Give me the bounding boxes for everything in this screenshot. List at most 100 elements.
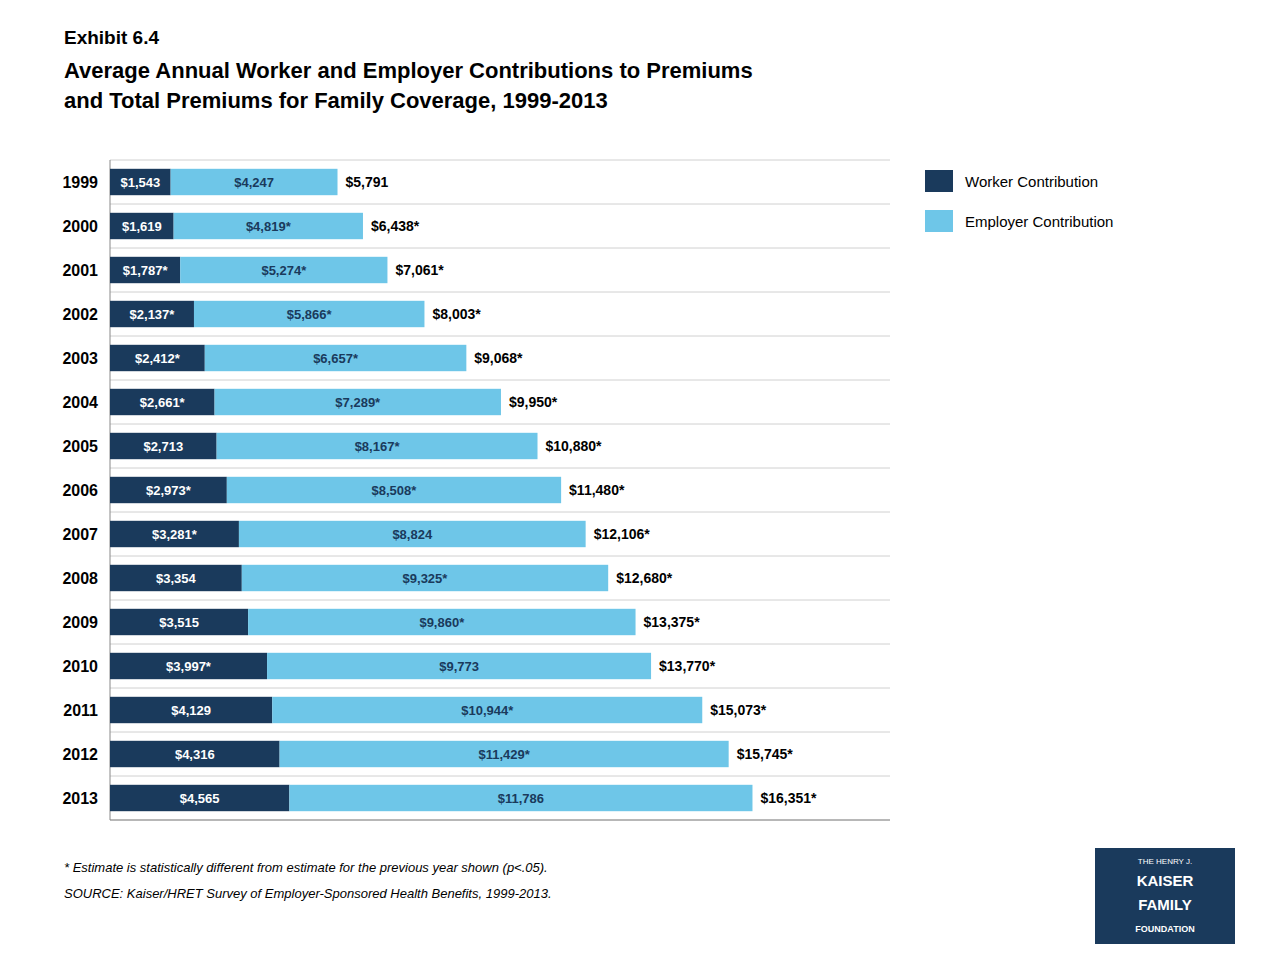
- y-tick-label: 2011: [63, 702, 98, 719]
- titles: Exhibit 6.4 Average Annual Worker and Emp…: [64, 27, 753, 113]
- total-label: $8,003*: [432, 306, 481, 322]
- y-tick-label: 2009: [62, 614, 98, 631]
- logo-text: FAMILY: [1138, 896, 1192, 913]
- total-label: $16,351*: [760, 790, 817, 806]
- bar: [194, 301, 424, 327]
- y-tick-label: 2012: [62, 746, 98, 763]
- row-separator: [110, 820, 890, 821]
- row-separator: [110, 292, 890, 293]
- bar: [215, 389, 501, 415]
- y-tick-label: 2000: [62, 218, 98, 235]
- data-label: $1,619: [122, 219, 162, 234]
- data-label: $2,713: [143, 439, 183, 454]
- bar: [110, 345, 205, 371]
- bar: [227, 477, 561, 503]
- data-label: $5,866*: [287, 307, 333, 322]
- total-label: $12,680*: [616, 570, 673, 586]
- data-label: $3,281*: [152, 527, 198, 542]
- bar: [110, 741, 280, 767]
- data-label: $2,412*: [135, 351, 181, 366]
- bar: [110, 697, 272, 723]
- bar: [272, 697, 702, 723]
- data-label: $4,129: [171, 703, 211, 718]
- legend-swatch: [925, 170, 953, 192]
- total-label: $13,770*: [659, 658, 716, 674]
- y-tick-label: 2004: [62, 394, 98, 411]
- row-separator: [110, 556, 890, 557]
- bar: [280, 741, 729, 767]
- y-tick-label: 2007: [62, 526, 98, 543]
- row-separator: [110, 644, 890, 645]
- bar: [174, 213, 363, 239]
- legend-swatch: [925, 210, 953, 232]
- total-label: $5,791: [346, 174, 389, 190]
- y-tick-label: 2010: [62, 658, 98, 675]
- logo-text: THE HENRY J.: [1138, 857, 1192, 866]
- data-label: $9,860*: [419, 615, 465, 630]
- bar: [110, 477, 227, 503]
- data-labels: $1,543$1,619$1,787*$2,137*$2,412*$2,661*…: [120, 174, 817, 806]
- total-label: $7,061*: [395, 262, 444, 278]
- row-separator: [110, 204, 890, 205]
- data-label: $10,944*: [461, 703, 514, 718]
- data-label: $2,973*: [146, 483, 192, 498]
- data-label: $4,819*: [246, 219, 292, 234]
- y-tick-label: 2006: [62, 482, 98, 499]
- bar: [110, 433, 217, 459]
- data-label: $3,354: [156, 571, 197, 586]
- bar: [267, 653, 651, 679]
- y-tick-label: 2008: [62, 570, 98, 587]
- bar: [110, 301, 194, 327]
- total-label: $9,068*: [474, 350, 523, 366]
- total-label: $12,106*: [594, 526, 651, 542]
- bar: [110, 521, 239, 547]
- row-separator: [110, 512, 890, 513]
- bar: [289, 785, 752, 811]
- bar: [217, 433, 538, 459]
- bar: [180, 257, 387, 283]
- row-separator: [110, 776, 890, 777]
- data-label: $7,289*: [335, 395, 381, 410]
- data-label: $11,429*: [478, 747, 530, 762]
- bars: [110, 169, 752, 811]
- row-separator: [110, 160, 890, 161]
- row-separator: [110, 248, 890, 249]
- bar: [171, 169, 338, 195]
- total-label: $9,950*: [509, 394, 558, 410]
- bar: [110, 169, 171, 195]
- y-tick-label: 2002: [62, 306, 98, 323]
- row-separator: [110, 732, 890, 733]
- bar: [110, 257, 180, 283]
- data-label: $9,773: [439, 659, 479, 674]
- logo: THE HENRY J.KAISERFAMILYFOUNDATION: [1095, 848, 1235, 944]
- bar: [239, 521, 586, 547]
- footnotes: * Estimate is statistically different fr…: [64, 860, 552, 901]
- row-separator: [110, 600, 890, 601]
- data-label: $2,137*: [130, 307, 176, 322]
- bar: [242, 565, 608, 591]
- y-tick-label: 2005: [62, 438, 98, 455]
- bar: [205, 345, 467, 371]
- title: Exhibit 6.4: [64, 27, 159, 48]
- y-tick-label: 2003: [62, 350, 98, 367]
- bar: [110, 389, 215, 415]
- data-label: $4,316: [175, 747, 215, 762]
- data-label: $8,167*: [355, 439, 401, 454]
- logo-box: [1095, 848, 1235, 944]
- legend-entry: Worker Contribution: [965, 173, 1098, 190]
- row-separator: [110, 468, 890, 469]
- data-label: $4,247: [234, 175, 274, 190]
- footnote: SOURCE: Kaiser/HRET Survey of Employer-S…: [64, 886, 552, 901]
- total-label: $15,073*: [710, 702, 767, 718]
- legend: Worker Contribution Employer Contribution: [925, 170, 1113, 232]
- legend-entry: Employer Contribution: [965, 213, 1113, 230]
- y-axis: 1999200020012002200320042005200620072008…: [62, 174, 98, 807]
- bar: [110, 565, 242, 591]
- data-label: $2,661*: [140, 395, 186, 410]
- subtitle: Average Annual Worker and Employer Contr…: [64, 58, 753, 83]
- data-label: $5,274*: [261, 263, 307, 278]
- bar: [110, 213, 174, 239]
- total-label: $15,745*: [737, 746, 794, 762]
- bar: [248, 609, 635, 635]
- data-label: $8,824: [392, 527, 433, 542]
